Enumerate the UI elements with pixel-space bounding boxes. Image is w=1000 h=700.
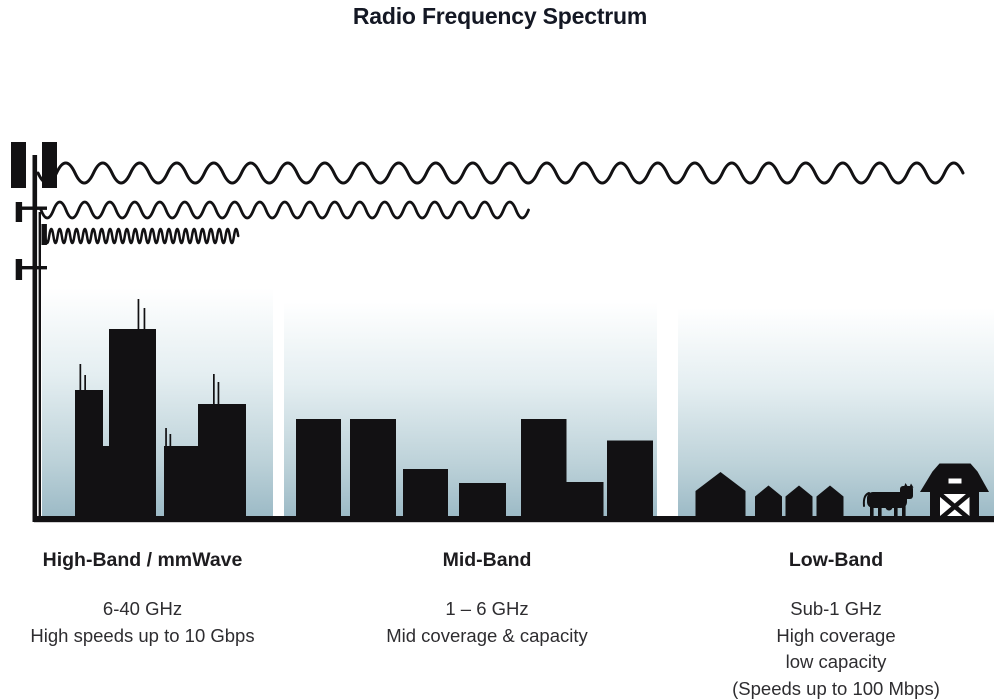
mid-building bbox=[403, 469, 448, 517]
band-label-high: High-Band / mmWave 6-40 GHz High speeds … bbox=[15, 549, 270, 649]
band-frequency-high: 6-40 GHz bbox=[102, 598, 183, 619]
barn-icon bbox=[920, 463, 989, 521]
band-label-low: Low-Band Sub-1 GHz High coverage low cap… bbox=[716, 549, 956, 700]
barn-roof bbox=[920, 463, 989, 492]
band-description-low-2: low capacity bbox=[785, 651, 887, 672]
mid-building bbox=[607, 440, 653, 517]
tower-mid-panel-right bbox=[41, 224, 47, 245]
rooftop-antenna bbox=[169, 434, 172, 447]
cow-horn bbox=[909, 483, 914, 488]
cow-horn bbox=[903, 483, 908, 488]
spectrum-scene bbox=[11, 142, 994, 523]
band-description-low-3: (Speeds up to 100 Mbps) bbox=[732, 677, 940, 699]
rooftop-antenna bbox=[84, 375, 86, 391]
tower-top-panel-left bbox=[11, 142, 26, 188]
city-building bbox=[75, 390, 103, 517]
band-description-high: High speeds up to 10 Gbps bbox=[30, 624, 255, 646]
ground-line bbox=[34, 516, 994, 523]
tower-mid-panel-left bbox=[15, 202, 23, 222]
tower-crossbar-low bbox=[18, 266, 47, 270]
tower-low-panel-left bbox=[15, 259, 23, 280]
rooftop-antenna bbox=[217, 382, 220, 405]
band-frequency-low: Sub-1 GHz bbox=[790, 598, 882, 619]
short-wavelength-wave bbox=[43, 227, 240, 245]
barn-door-cross bbox=[938, 492, 971, 521]
mid-building bbox=[296, 419, 341, 517]
band-label-mid: Mid-Band 1 – 6 GHz Mid coverage & capaci… bbox=[367, 549, 607, 649]
city-skyline-icon bbox=[75, 299, 246, 517]
mid-building bbox=[521, 419, 567, 517]
cow-head bbox=[900, 486, 913, 499]
band-title-high: High-Band / mmWave bbox=[42, 549, 243, 571]
suburban-buildings-icon bbox=[296, 419, 653, 517]
rooftop-antenna bbox=[137, 299, 140, 330]
cow-icon bbox=[862, 483, 914, 520]
band-frequency-mid: 1 – 6 GHz bbox=[445, 598, 529, 619]
rooftop-antenna bbox=[79, 364, 82, 391]
barn-loft-window bbox=[948, 478, 962, 484]
farm-house bbox=[785, 485, 813, 517]
city-building bbox=[164, 446, 198, 517]
tower-crossbar-mid bbox=[18, 206, 47, 210]
cow-udder bbox=[885, 503, 893, 511]
mid-building bbox=[459, 483, 506, 517]
city-building bbox=[103, 446, 110, 517]
sky-panel-mid-band bbox=[284, 302, 657, 517]
mid-building-wing bbox=[566, 482, 604, 517]
tower-mast-secondary bbox=[38, 212, 41, 522]
cow-leg bbox=[878, 505, 882, 520]
band-title-low: Low-Band bbox=[788, 549, 884, 571]
cow-leg bbox=[902, 505, 906, 520]
cow-body bbox=[867, 492, 907, 508]
rooftop-antenna bbox=[165, 428, 167, 447]
tower-mast bbox=[32, 155, 38, 522]
cow-leg bbox=[894, 505, 898, 520]
band-title-mid: Mid-Band bbox=[442, 549, 532, 571]
band-description-mid: Mid coverage & capacity bbox=[386, 624, 588, 646]
long-wavelength-wave bbox=[36, 161, 965, 185]
city-building bbox=[109, 329, 156, 517]
city-building bbox=[198, 404, 246, 517]
band-description-low-1: High coverage bbox=[776, 624, 896, 646]
rooftop-antenna bbox=[213, 374, 215, 405]
cell-tower-icon bbox=[11, 142, 57, 522]
mid-building bbox=[350, 419, 396, 517]
cow-tail bbox=[862, 492, 870, 507]
medium-wavelength-wave bbox=[39, 200, 530, 220]
farm-icon bbox=[695, 463, 989, 521]
farm-house bbox=[755, 485, 782, 517]
page-title: Radio Frequency Spectrum bbox=[352, 3, 648, 29]
rooftop-antenna bbox=[143, 308, 146, 330]
tower-top-panel-right bbox=[42, 142, 57, 188]
farm-house bbox=[816, 485, 844, 517]
farm-house bbox=[695, 472, 746, 517]
cow-leg bbox=[870, 505, 874, 520]
